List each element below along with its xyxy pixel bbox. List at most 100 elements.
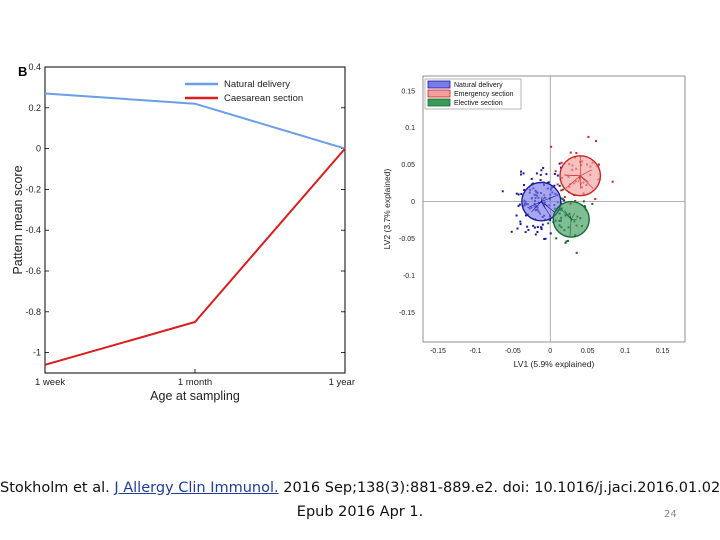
citation-epub: Epub 2016 Apr 1. [296, 504, 424, 520]
group-spoke [579, 175, 594, 189]
legend-swatch [427, 89, 451, 98]
data-point [561, 188, 564, 191]
group-spoke [570, 219, 573, 221]
data-point [530, 177, 533, 180]
y-tick-label: 0 [411, 199, 415, 206]
x-tick-label: -0.1 [469, 348, 481, 355]
data-point [587, 135, 590, 138]
data-point [515, 192, 518, 195]
group-spoke [541, 197, 546, 202]
data-point [517, 204, 520, 207]
data-point [554, 170, 557, 173]
group-spoke [580, 169, 593, 177]
data-point [526, 225, 529, 228]
data-point [556, 174, 559, 177]
data-point [545, 173, 548, 176]
y-tick-label: 0.4 [28, 62, 41, 72]
data-point [547, 181, 550, 184]
data-point [541, 223, 544, 226]
data-point [540, 226, 543, 229]
data-point [519, 220, 522, 223]
data-point [533, 226, 536, 229]
y-tick-label: 0 [36, 144, 41, 154]
data-point [518, 203, 521, 206]
data-point [575, 152, 578, 155]
series-line [44, 147, 346, 366]
x-tick-label: 0.05 [581, 348, 595, 355]
data-point [543, 238, 546, 241]
data-point [540, 228, 543, 231]
data-point [558, 162, 561, 165]
legend-label: Caesarean section [224, 93, 303, 104]
y-tick-label: -0.6 [25, 266, 41, 276]
y-axis-label: Pattern mean score [11, 165, 25, 274]
data-point [519, 223, 522, 226]
data-point [510, 230, 513, 233]
data-point [536, 230, 539, 233]
legend-label: Natural delivery [454, 82, 503, 89]
data-point [550, 145, 553, 148]
data-point [560, 189, 563, 192]
group-spoke [540, 196, 543, 202]
group-spoke [579, 156, 582, 176]
group-spoke [569, 219, 572, 236]
y-tick-label: -0.4 [25, 225, 41, 235]
y-tick-label: -0.2 [25, 184, 41, 194]
data-point [516, 227, 519, 230]
data-point [566, 239, 569, 242]
data-point [582, 200, 585, 203]
data-point [594, 198, 597, 201]
group-spoke [527, 201, 542, 209]
y-tick-label: -0.8 [25, 307, 41, 317]
data-point [553, 173, 556, 176]
scatter-plot: -0.15 -0.1 -0.05 0 0.05 0.1 0.15 0.15 0.1 0.05 0 -0… [382, 75, 686, 369]
group-spoke [564, 174, 581, 177]
y-tick-label: -1 [33, 348, 41, 358]
y-tick-label: 0.15 [401, 88, 415, 95]
plot-frame [44, 66, 346, 374]
y-tick-label: -0.15 [399, 310, 415, 317]
legend-label: Elective section [454, 100, 503, 107]
data-point [611, 180, 614, 183]
x-tick-label: 1 year [329, 377, 355, 388]
data-point [519, 170, 522, 173]
data-point [574, 199, 577, 202]
group-spoke [569, 212, 572, 220]
data-point [565, 240, 568, 243]
data-point [544, 237, 547, 240]
x-tick-label: 1 week [35, 377, 65, 388]
data-point [597, 163, 600, 166]
data-point [527, 228, 530, 231]
data-point [560, 197, 563, 200]
y-tick-label: 0.2 [28, 103, 41, 113]
data-point [583, 205, 586, 208]
data-point [564, 241, 567, 244]
series-line [44, 92, 346, 150]
data-point [561, 198, 564, 201]
data-point [558, 184, 561, 187]
data-point [547, 222, 550, 225]
x-tick-label: 1 month [178, 377, 212, 388]
data-point [501, 190, 504, 193]
data-point [535, 172, 538, 175]
group-spoke [558, 206, 572, 220]
data-point [524, 231, 527, 234]
group-spoke [531, 201, 542, 213]
data-point [555, 237, 558, 240]
data-point [540, 169, 543, 172]
data-point [549, 232, 552, 235]
data-point [563, 199, 566, 202]
y-tick-label: -0.05 [399, 236, 415, 243]
citation: Stokholm et al. J Allergy Clin Immunol. … [0, 480, 720, 496]
data-point [542, 166, 545, 169]
x-tick-label: 0.1 [620, 348, 630, 355]
data-point [549, 219, 552, 222]
data-point [560, 161, 563, 164]
legend-label: Natural delivery [224, 79, 290, 90]
journal-link[interactable]: J Allergy Clin Immunol. [114, 480, 279, 496]
panel-label: B [18, 64, 27, 79]
data-point [517, 193, 520, 196]
data-point [556, 183, 559, 186]
data-point [534, 233, 537, 236]
data-point [532, 224, 535, 227]
